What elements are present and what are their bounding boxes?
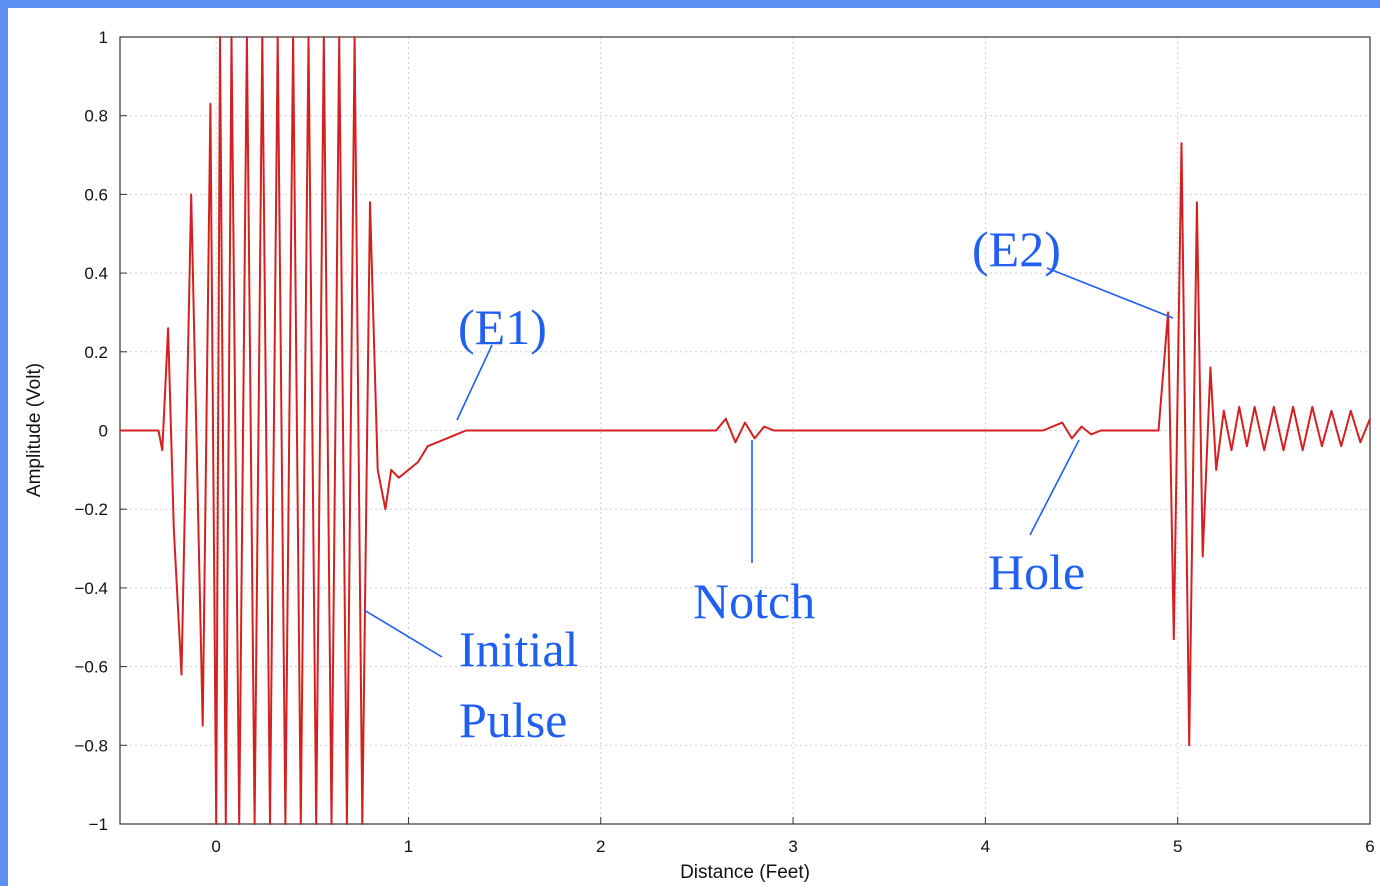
y-tick-label: 1: [99, 28, 108, 47]
x-tick-label: 0: [211, 837, 220, 856]
annotation-e2: (E2): [972, 221, 1061, 277]
tick-layer: 0 1 2 3 4 5 6 1 0.8 0.6 0.4 0.2 0 −0.2 −0.4 −0.6 −0.8 −1: [74, 28, 1374, 856]
y-tick-label: −1: [89, 815, 108, 834]
left-border: [0, 0, 8, 886]
y-tick-label: −0.8: [74, 736, 108, 755]
initial-pulse-leader: [363, 609, 443, 658]
x-tick-label: 2: [596, 837, 605, 856]
y-tick-label: 0: [99, 422, 108, 441]
hole-leader: [1029, 439, 1080, 536]
top-border: [0, 0, 1380, 8]
y-tick-label: 0.2: [84, 343, 108, 362]
annotation-initial: Initial: [459, 621, 578, 677]
y-tick-label: −0.6: [74, 658, 108, 677]
y-tick-label: 0.8: [84, 107, 108, 126]
x-tick-label: 4: [981, 837, 990, 856]
annotation-e1: (E1): [458, 299, 547, 355]
x-tick-label: 3: [788, 837, 797, 856]
y-tick-label: −0.4: [74, 579, 108, 598]
x-tick-label: 1: [404, 837, 413, 856]
signal-line: [120, 36, 1371, 825]
annotation-hole: Hole: [988, 544, 1085, 600]
annotation-notch: Notch: [693, 573, 815, 629]
y-tick-label: 0.4: [84, 264, 108, 283]
x-tick-label: 6: [1365, 837, 1374, 856]
x-axis-label: Distance (Feet): [680, 862, 810, 883]
y-tick-label: −0.2: [74, 500, 108, 519]
y-tick-label: 0.6: [84, 185, 108, 204]
x-tick-label: 5: [1173, 837, 1182, 856]
y-axis-label: Amplitude (Volt): [24, 363, 45, 497]
e1-leader: [456, 344, 493, 421]
e2-leader: [1046, 267, 1174, 319]
annotation-pulse: Pulse: [459, 692, 567, 748]
